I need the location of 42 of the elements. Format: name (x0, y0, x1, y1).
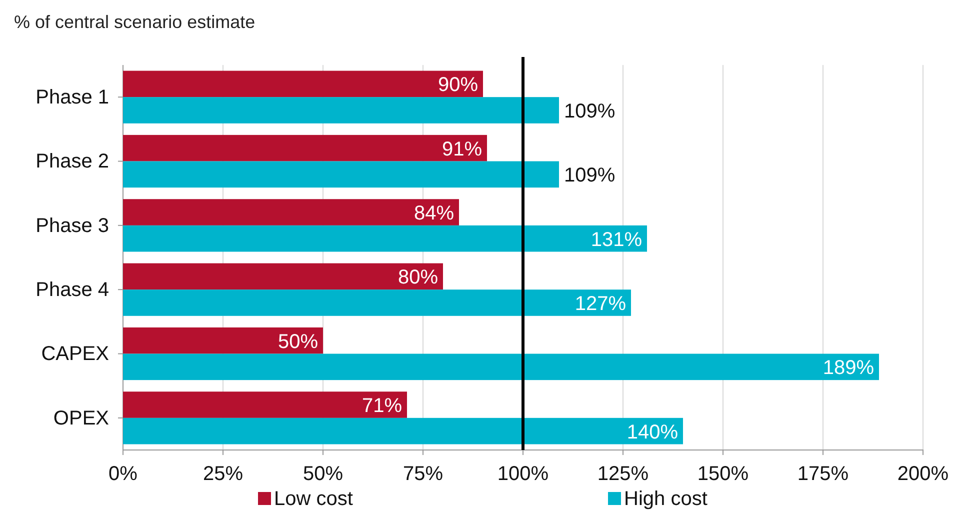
data-label: 91% (442, 138, 482, 160)
data-label: 109% (564, 100, 616, 122)
bar (123, 134, 487, 162)
legend-label: High cost (624, 488, 708, 510)
data-label: 80% (398, 266, 438, 289)
y-tick-label: OPEX (53, 407, 109, 430)
bar (123, 199, 459, 226)
data-label: 50% (278, 330, 318, 353)
x-tick-label: 200% (897, 463, 949, 485)
bar (123, 392, 407, 418)
x-tick-label: 0% (108, 463, 138, 485)
data-label: 109% (564, 164, 616, 187)
bar (123, 161, 559, 188)
x-tick-label: 100% (497, 463, 549, 485)
data-label: 84% (414, 202, 454, 224)
x-tick-label: 50% (302, 463, 344, 485)
bar (123, 97, 559, 124)
y-tick-label: Phase 4 (36, 278, 109, 301)
x-tick-label: 25% (202, 463, 244, 485)
bar (123, 418, 683, 444)
y-tick-label: CAPEX (41, 343, 109, 366)
y-tick-label: Phase 3 (36, 214, 109, 237)
data-label: 71% (362, 394, 402, 417)
data-label: 131% (590, 228, 642, 251)
bar (123, 70, 483, 98)
bar (123, 327, 323, 354)
data-label: 140% (626, 421, 678, 444)
x-tick-label: 175% (797, 463, 849, 485)
bar (123, 225, 647, 252)
data-label: 189% (822, 357, 874, 380)
x-tick-label: 125% (597, 463, 649, 485)
x-tick-label: 150% (697, 463, 749, 485)
y-axis-title: % of central scenario estimate (14, 12, 256, 32)
data-label: 90% (438, 74, 478, 96)
y-tick-label: Phase 2 (36, 150, 109, 173)
bar (123, 354, 879, 380)
y-tick-label: Phase 1 (36, 86, 109, 108)
data-label: 127% (574, 292, 626, 315)
legend-label: Low cost (274, 488, 354, 510)
x-tick-label: 75% (402, 463, 444, 485)
bar (123, 263, 443, 290)
bar (123, 290, 631, 316)
